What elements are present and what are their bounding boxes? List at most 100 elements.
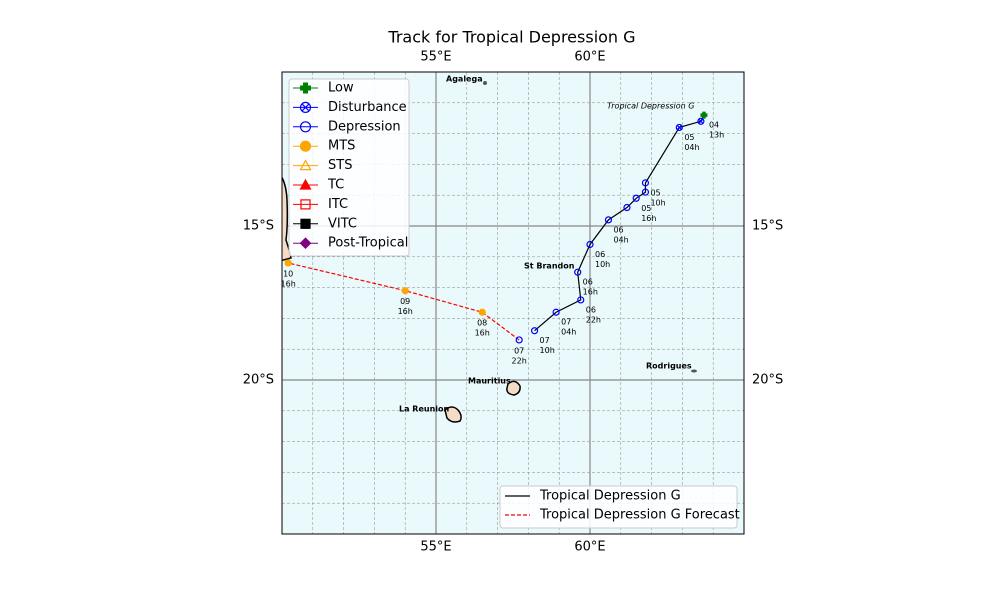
mauritius-island [506,380,521,396]
point-label: 10h [540,346,555,355]
y-tick-label: 20°S [243,373,274,388]
legend-label: ITC [328,197,348,212]
point-label: 04 [709,121,719,130]
marker-shape [604,216,613,224]
point-label: 10h [595,260,610,269]
marker-shape [577,296,585,304]
place-label: Rodrigues [646,362,692,371]
marker-shape [299,159,312,171]
y-tick-label: 20°S [752,373,783,388]
x-tick-label: 55°E [420,50,451,65]
point-label: 05 [641,204,651,213]
marker [284,259,292,267]
point-label: 16h [398,307,413,316]
marker-shape [632,194,640,202]
marker-shape [299,237,312,250]
marker-shape [552,308,560,316]
marker [299,237,312,250]
point-label: 09 [400,297,410,306]
legend-label: TC [327,178,344,193]
point-label: 07 [561,318,571,327]
legend-label: STS [328,158,352,173]
point-label: 06 [613,225,623,234]
y-tick-label: 15°S [243,219,274,234]
point-label: 05 [684,133,694,142]
marker-shape [698,118,704,124]
marker [299,140,312,152]
marker [530,327,539,335]
marker-shape [401,287,409,295]
y-tick-label: 15°S [752,219,783,234]
point-label: 16h [641,214,656,223]
place-label: La Reunion [399,405,449,414]
place-label: Mauritius [468,377,511,386]
legend-label: Low [328,81,354,96]
marker [574,268,582,276]
marker-shape [641,188,650,196]
point-label: 07 [514,346,524,355]
legend-label: VITC [328,216,357,231]
marker-shape [530,327,539,335]
marker [300,82,311,94]
marker-shape [641,179,650,187]
marker [604,216,613,224]
x-tick-label: 55°E [420,540,451,555]
legend-label: Disturbance [328,100,407,115]
point-label: 16h [583,288,598,297]
track-line [288,262,520,341]
legends: Low Disturbance Depression MTS STS TC ITC VITC P… [293,81,740,523]
series-legend [499,485,738,529]
marker-shape [515,336,523,344]
marker [515,336,523,344]
legend-label: Post-Tropical [328,236,408,251]
legend-label: MTS [328,139,355,154]
marker [299,101,312,114]
x-tick-label: 60°E [574,50,605,65]
map-frame [281,71,745,535]
marker-shape [623,203,631,212]
point-label: 04h [561,328,576,337]
category-legend [288,78,410,257]
marker [577,296,585,304]
marker [299,178,312,190]
storm-label: Tropical Depression G [607,102,694,111]
land [282,81,697,423]
marker-shape [299,101,312,114]
marker-shape [676,124,682,130]
marker-shape [300,82,311,94]
marker [478,308,486,316]
point-label: 16h [281,279,296,288]
point-label: 04h [684,143,699,152]
marker-shape [574,268,582,276]
point-label: 10 [283,269,293,278]
marker-shape [284,259,292,267]
marker [623,203,631,212]
point-label: 13h [709,131,724,140]
point-label: 22h [512,356,527,365]
point-label: 08 [477,319,487,328]
marker [697,117,705,125]
marker-shape [700,111,708,119]
marker [401,287,409,295]
marker [300,199,311,210]
point-label: 05 [650,188,660,197]
marker [641,179,650,187]
marker [700,111,708,119]
marker-shape [586,240,594,249]
marker-shape [299,140,312,152]
marker-shape [301,103,310,112]
marker [675,123,683,132]
marker [641,188,650,196]
marker [586,240,594,249]
point-label: 07 [540,336,550,345]
point-label: 06 [595,250,605,259]
agalega-island [483,81,487,85]
tracks: 0413h0504h0510h0516h0604h0610h0616h0622h… [281,111,724,365]
place-label: St Brandon [524,262,575,271]
marker-shape [300,199,311,210]
place-label: Agalega [446,75,483,84]
chart-title: Track for Tropical Depression G [387,28,635,47]
marker-shape [675,123,683,132]
